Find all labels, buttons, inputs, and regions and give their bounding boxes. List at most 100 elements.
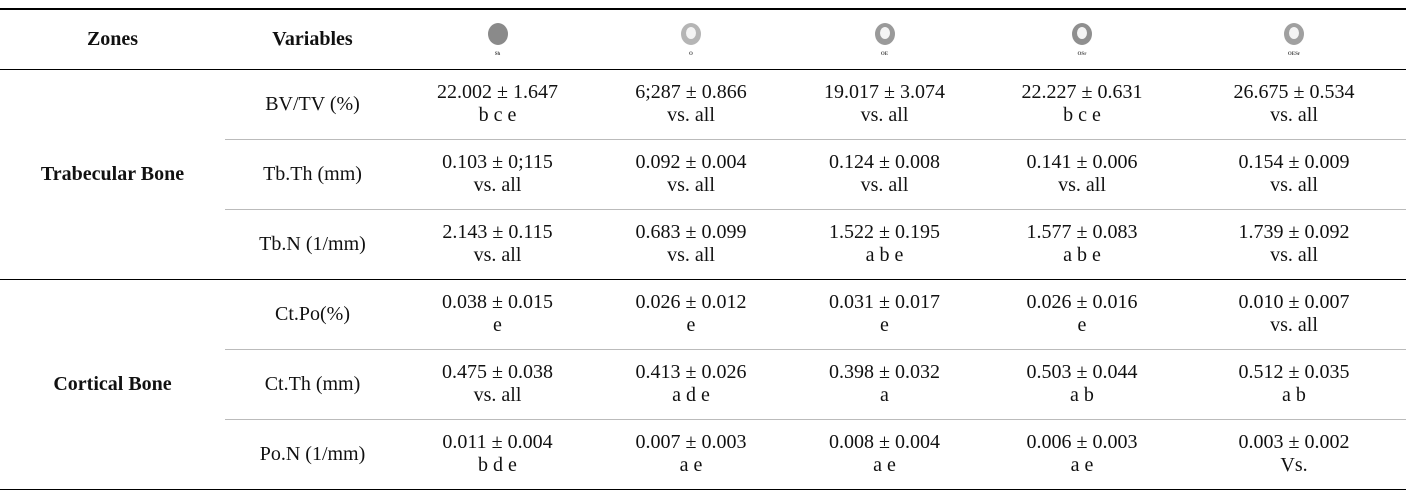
variable-cell: Ct.Th (mm) (225, 349, 400, 419)
mean-sd: 0.141 ± 0.006 (982, 151, 1182, 174)
mean-sd: 0.512 ± 0.035 (1182, 361, 1406, 384)
significance: vs. all (595, 104, 787, 127)
mean-sd: 0.011 ± 0.004 (400, 431, 595, 454)
significance: b d e (400, 454, 595, 477)
significance: a (787, 384, 982, 407)
bone-section-icon (1071, 22, 1093, 46)
significance: a b e (982, 244, 1182, 267)
bone-section-icon (1283, 22, 1305, 46)
value-cell: 0.124 ± 0.008vs. all (787, 139, 982, 209)
image-header: OE (787, 9, 982, 69)
mean-sd: 0.503 ± 0.044 (982, 361, 1182, 384)
significance: e (982, 314, 1182, 337)
image-label: OESr (1182, 52, 1406, 57)
bone-section-icon (874, 22, 896, 46)
image-header: OSr (982, 9, 1182, 69)
image-label: Sh (400, 52, 595, 57)
value-cell: 0.031 ± 0.017e (787, 279, 982, 349)
mean-sd: 0.007 ± 0.003 (595, 431, 787, 454)
mean-sd: 1.739 ± 0.092 (1182, 221, 1406, 244)
significance: vs. all (982, 174, 1182, 197)
mean-sd: 22.227 ± 0.631 (982, 81, 1182, 104)
significance: b c e (400, 104, 595, 127)
value-cell: 0.011 ± 0.004b d e (400, 419, 595, 489)
variable-cell: Po.N (1/mm) (225, 419, 400, 489)
image-label: O (595, 52, 787, 57)
mean-sd: 0.038 ± 0.015 (400, 291, 595, 314)
mean-sd: 0.154 ± 0.009 (1182, 151, 1406, 174)
significance: vs. all (400, 384, 595, 407)
image-header: OESr (1182, 9, 1406, 69)
image-header: Sh (400, 9, 595, 69)
mean-sd: 6;287 ± 0.866 (595, 81, 787, 104)
mean-sd: 0.683 ± 0.099 (595, 221, 787, 244)
significance: vs. all (1182, 244, 1406, 267)
column-header: Zones (0, 9, 225, 69)
significance: Vs. (1182, 454, 1406, 477)
mean-sd: 1.522 ± 0.195 (787, 221, 982, 244)
significance: vs. all (1182, 314, 1406, 337)
mean-sd: 0.475 ± 0.038 (400, 361, 595, 384)
significance: a b e (787, 244, 982, 267)
zone-cell: Cortical Bone (0, 279, 225, 489)
mean-sd: 0.026 ± 0.012 (595, 291, 787, 314)
variable-cell: Ct.Po(%) (225, 279, 400, 349)
significance: vs. all (787, 174, 982, 197)
significance: a e (595, 454, 787, 477)
significance: vs. all (1182, 174, 1406, 197)
significance: a b (982, 384, 1182, 407)
significance: vs. all (1182, 104, 1406, 127)
value-cell: 0.103 ± 0;115vs. all (400, 139, 595, 209)
value-cell: 0.683 ± 0.099vs. all (595, 209, 787, 279)
mean-sd: 0.008 ± 0.004 (787, 431, 982, 454)
significance: e (400, 314, 595, 337)
significance: vs. all (400, 244, 595, 267)
image-header: O (595, 9, 787, 69)
mean-sd: 0.031 ± 0.017 (787, 291, 982, 314)
mean-sd: 19.017 ± 3.074 (787, 81, 982, 104)
mean-sd: 2.143 ± 0.115 (400, 221, 595, 244)
mean-sd: 22.002 ± 1.647 (400, 81, 595, 104)
mean-sd: 26.675 ± 0.534 (1182, 81, 1406, 104)
mean-sd: 0.003 ± 0.002 (1182, 431, 1406, 454)
significance: e (595, 314, 787, 337)
mean-sd: 0.398 ± 0.032 (787, 361, 982, 384)
bone-section-icon (680, 22, 702, 46)
variable-cell: BV/TV (%) (225, 69, 400, 139)
mean-sd: 0.006 ± 0.003 (982, 431, 1182, 454)
variable-cell: Tb.Th (mm) (225, 139, 400, 209)
significance: a e (982, 454, 1182, 477)
zone-cell: Trabecular Bone (0, 69, 225, 279)
significance: vs. all (400, 174, 595, 197)
mean-sd: 0.026 ± 0.016 (982, 291, 1182, 314)
mean-sd: 0.092 ± 0.004 (595, 151, 787, 174)
column-header: Variables (225, 9, 400, 69)
significance: a b (1182, 384, 1406, 407)
